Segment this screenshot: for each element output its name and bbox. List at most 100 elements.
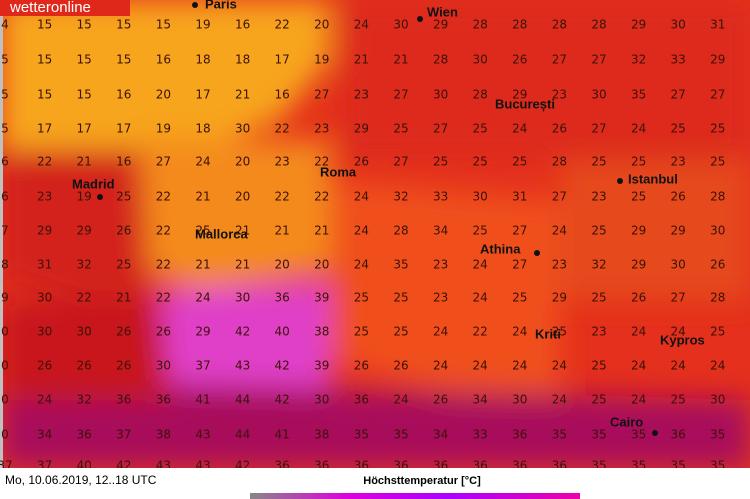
temperature-value: 33 <box>433 190 448 204</box>
logo: wetteronline <box>9 0 91 16</box>
temperature-value: 24 <box>354 224 369 238</box>
temperature-value: 17 <box>275 53 290 67</box>
temperature-value: 25 <box>591 155 606 169</box>
temperature-value: 24 <box>552 224 567 238</box>
temperature-value: 21 <box>235 224 250 238</box>
city-label: Wien <box>427 4 458 19</box>
temperature-value: 31 <box>710 18 725 32</box>
temperature-value: 22 <box>156 258 171 272</box>
temperature-value: 42 <box>275 393 290 407</box>
temperature-value: 23 <box>354 88 369 102</box>
temperature-value: 25 <box>433 155 448 169</box>
temperature-value: 25 <box>473 155 488 169</box>
temperature-value: 0 <box>1 428 9 442</box>
temperature-value: 25 <box>631 190 646 204</box>
temperature-value: 38 <box>156 428 171 442</box>
city-label: Paris <box>205 0 237 11</box>
temperature-value: 26 <box>710 258 725 272</box>
city-label: Istanbul <box>628 171 678 186</box>
temperature-value: 18 <box>235 53 250 67</box>
temperature-value: 37 <box>116 428 131 442</box>
temperature-value: 26 <box>116 224 131 238</box>
temperature-value: 41 <box>275 428 290 442</box>
temperature-value: 22 <box>275 18 290 32</box>
temperature-value: 17 <box>37 122 52 136</box>
temperature-value: 36 <box>77 428 92 442</box>
temperature-value: 29 <box>631 18 646 32</box>
temperature-value: 24 <box>473 359 488 373</box>
temperature-value: 17 <box>77 122 92 136</box>
temperature-value: 34 <box>433 428 448 442</box>
temperature-value: 33 <box>473 428 488 442</box>
temperature-value: 7 <box>1 224 9 238</box>
temperature-value: 26 <box>354 359 369 373</box>
temperature-value: 35 <box>552 428 567 442</box>
temperature-value: 30 <box>473 53 488 67</box>
temperature-value: 25 <box>591 393 606 407</box>
temperature-value: 35 <box>393 258 408 272</box>
temperature-value: 22 <box>156 224 171 238</box>
temperature-value: 30 <box>710 224 725 238</box>
temperature-value: 23 <box>275 155 290 169</box>
temperature-value: 26 <box>433 393 448 407</box>
temperature-value: 24 <box>671 359 686 373</box>
temperature-value: 21 <box>77 155 92 169</box>
temperature-value: 22 <box>275 122 290 136</box>
temperature-value: 15 <box>116 18 131 32</box>
temperature-value: 42 <box>235 325 250 339</box>
temperature-value: 27 <box>512 258 527 272</box>
map-background <box>0 0 750 468</box>
temperature-value: 26 <box>671 190 686 204</box>
temperature-value: 36 <box>512 428 527 442</box>
temperature-value: 29 <box>37 224 52 238</box>
temperature-value: 20 <box>314 18 329 32</box>
temperature-value: 29 <box>671 224 686 238</box>
temperature-value: 15 <box>77 53 92 67</box>
temperature-value: 15 <box>156 18 171 32</box>
temperature-value: 24 <box>354 190 369 204</box>
temperature-value: 33 <box>671 53 686 67</box>
temperature-value: 24 <box>195 155 210 169</box>
temperature-value: 23 <box>552 88 567 102</box>
temperature-value: 29 <box>710 53 725 67</box>
temperature-value: 30 <box>671 258 686 272</box>
temperature-value: 31 <box>37 258 52 272</box>
temperature-value: 0 <box>1 359 9 373</box>
temperature-value: 27 <box>393 155 408 169</box>
temperature-value: 35 <box>631 428 646 442</box>
temperature-value: 35 <box>591 428 606 442</box>
temperature-value: 44 <box>235 393 250 407</box>
temperature-value: 25 <box>393 291 408 305</box>
temperature-value: 24 <box>552 393 567 407</box>
temperature-grid: 4 15 15 15 15 19 16 22 20 24 30 29 28 28 28 28 29 30 315 15… <box>0 18 725 473</box>
temperature-value: 25 <box>591 224 606 238</box>
temperature-value: 27 <box>552 190 567 204</box>
temperature-value: 25 <box>116 258 131 272</box>
temperature-value: 23 <box>37 190 52 204</box>
temperature-value: 21 <box>195 190 210 204</box>
city-dot <box>617 178 623 184</box>
temperature-value: 34 <box>473 393 488 407</box>
temperature-value: 25 <box>671 393 686 407</box>
temperature-value: 17 <box>116 122 131 136</box>
temperature-value: 23 <box>671 155 686 169</box>
temperature-value: 25 <box>591 291 606 305</box>
temperature-value: 24 <box>512 359 527 373</box>
temperature-value: 30 <box>156 359 171 373</box>
temperature-value: 30 <box>77 325 92 339</box>
temperature-value: 30 <box>393 18 408 32</box>
temperature-value: 26 <box>156 325 171 339</box>
temperature-value: 27 <box>156 155 171 169</box>
temperature-value: 6 <box>1 190 9 204</box>
temperature-value: 39 <box>314 359 329 373</box>
temperature-value: 19 <box>156 122 171 136</box>
temperature-value: 24 <box>552 359 567 373</box>
temperature-value: 15 <box>37 53 52 67</box>
temperature-value: 5 <box>1 122 9 136</box>
temperature-value: 24 <box>710 359 725 373</box>
temperature-value: 25 <box>671 122 686 136</box>
temperature-value: 24 <box>195 291 210 305</box>
temperature-value: 22 <box>314 190 329 204</box>
temperature-value: 36 <box>671 428 686 442</box>
temperature-value: 26 <box>77 359 92 373</box>
